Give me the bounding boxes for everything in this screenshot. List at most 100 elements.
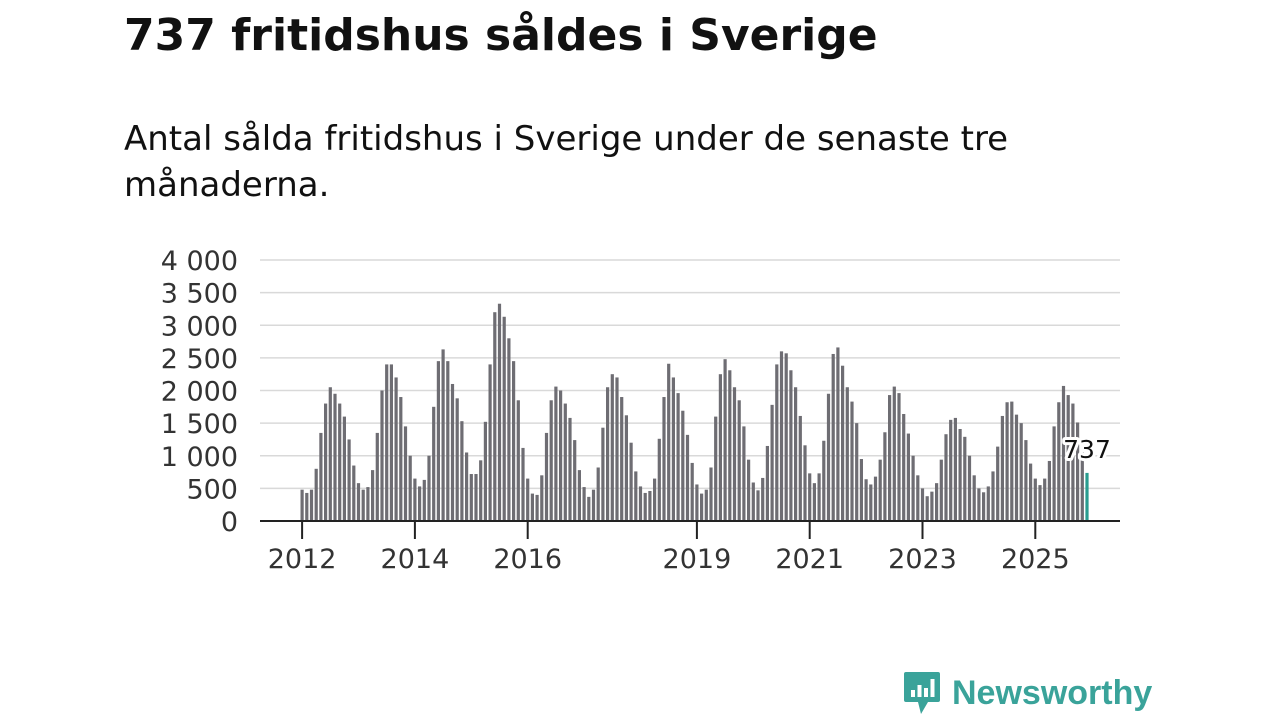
bar: [610, 374, 614, 521]
bar: [685, 434, 690, 521]
bar: [953, 417, 957, 521]
bar: [544, 432, 549, 521]
bar: [977, 488, 981, 521]
bar: [920, 488, 925, 521]
bar: [309, 489, 314, 521]
bar: [554, 386, 558, 521]
bar: [465, 452, 469, 521]
bar: [403, 426, 408, 521]
bar: [366, 487, 370, 521]
bar: [902, 413, 906, 521]
newsworthy-logo: Newsworthy: [902, 670, 1152, 716]
bar: [601, 427, 605, 521]
bar: [944, 434, 948, 521]
bar: [333, 393, 337, 521]
bar: [751, 482, 755, 521]
bar: [516, 400, 520, 521]
bar: [361, 489, 365, 521]
bar: [798, 415, 802, 521]
bar: [441, 349, 445, 521]
bar: [389, 364, 393, 521]
bar: [1057, 402, 1061, 521]
bar: [394, 377, 398, 521]
bar: [869, 484, 873, 521]
bar: [1005, 402, 1009, 521]
bar: [324, 403, 328, 521]
bar: [1043, 478, 1047, 521]
bar: [643, 492, 647, 521]
bar: [662, 397, 666, 521]
bar: [469, 474, 473, 521]
bar: [704, 489, 708, 521]
bar: [709, 467, 713, 521]
bar: [1029, 463, 1033, 521]
bar: [794, 387, 798, 521]
bar: [714, 416, 718, 521]
bar: [892, 386, 896, 521]
bar: [371, 470, 375, 521]
bar: [657, 438, 661, 521]
bar: [930, 491, 934, 521]
bar: [967, 455, 972, 521]
bar: [375, 432, 379, 521]
bar: [436, 361, 440, 521]
bar: [850, 401, 854, 521]
bar: [765, 445, 769, 521]
bar: [479, 460, 483, 521]
bar: [497, 303, 502, 521]
bar: [761, 477, 765, 521]
bar: [991, 471, 995, 521]
bar: [502, 316, 506, 521]
x-tick-label: 2021: [775, 544, 844, 575]
bar: [897, 393, 901, 521]
bar: [1080, 452, 1084, 521]
bar: [963, 436, 967, 521]
bar: [779, 351, 784, 521]
x-tick-label: 2012: [268, 544, 337, 575]
bar: [488, 364, 492, 521]
y-tick-label: 3 000: [161, 311, 238, 342]
y-tick-label: 1 500: [161, 409, 238, 440]
bar: [540, 475, 544, 521]
bars: [300, 303, 1089, 521]
bar: [380, 390, 384, 521]
bar: [784, 353, 788, 521]
bar: [591, 489, 596, 521]
bar: [831, 353, 835, 521]
bar: [986, 486, 990, 521]
bar: [925, 496, 929, 521]
bar: [1052, 426, 1056, 521]
bar: [1038, 485, 1042, 521]
bar: [629, 442, 633, 521]
bar: [587, 496, 591, 521]
bar: [996, 446, 1000, 521]
bar: [474, 474, 478, 521]
bar: [620, 397, 624, 521]
x-tick-label: 2023: [888, 544, 957, 575]
bar: [483, 421, 487, 521]
bar: [695, 484, 699, 521]
y-tick-label: 2 500: [161, 344, 238, 375]
bar: [667, 363, 671, 521]
bar: [845, 387, 849, 521]
bar: [742, 426, 746, 521]
bar: [427, 455, 431, 521]
bar: [413, 478, 417, 521]
bar: [864, 479, 868, 521]
bar: [883, 432, 887, 521]
y-tick-label: 1 000: [161, 442, 238, 473]
bar: [1000, 415, 1004, 521]
bar: [939, 459, 943, 521]
chart-title: 737 fritidshus såldes i Sverige: [124, 10, 878, 61]
bar: [728, 370, 732, 521]
bar: [676, 393, 680, 521]
bar: [535, 494, 539, 521]
bar: [455, 398, 459, 521]
bar: [1024, 440, 1028, 521]
bar: [446, 361, 450, 521]
bar: [606, 387, 610, 521]
bar: [568, 417, 572, 521]
bar: [408, 455, 412, 521]
bar: [803, 445, 807, 521]
bar: [399, 397, 403, 521]
